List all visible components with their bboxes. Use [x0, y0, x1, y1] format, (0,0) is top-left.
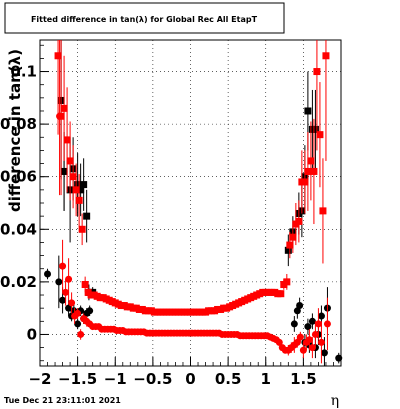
data-point-circle	[304, 323, 312, 331]
data-point-circle	[305, 336, 313, 344]
data-point-square	[311, 125, 319, 133]
data-point-square	[60, 104, 68, 112]
x-tick-label: −1	[104, 370, 127, 388]
data-series	[44, 40, 343, 366]
data-point-square	[322, 52, 330, 60]
x-axis-label: η	[331, 393, 339, 409]
x-tick-label: 1.5	[290, 370, 317, 388]
data-point-square	[289, 233, 297, 241]
data-point-square	[78, 225, 86, 233]
data-point-square	[304, 107, 312, 115]
data-point-square	[66, 157, 74, 165]
data-point-square	[81, 281, 89, 288]
data-point-square	[75, 196, 83, 204]
data-point-circle	[65, 275, 73, 283]
series-1	[57, 40, 319, 301]
title-box	[4, 2, 285, 34]
data-point-square	[304, 167, 312, 175]
x-tick-label: −2	[28, 370, 51, 388]
data-point-square	[69, 173, 77, 181]
chart-title: Fitted difference in tan(λ) for Global R…	[31, 15, 258, 24]
data-point-square	[284, 246, 292, 254]
x-tick-label: −0.5	[133, 370, 172, 388]
data-point-square	[301, 178, 309, 186]
date-stamp: Tue Dec 21 23:11:01 2021	[4, 396, 121, 405]
data-point-circle	[308, 344, 316, 352]
data-point-square	[316, 131, 324, 139]
data-point-square	[283, 278, 291, 286]
data-point-square	[72, 186, 80, 194]
data-point-square	[83, 212, 91, 220]
data-point-circle	[74, 309, 82, 317]
data-point-circle	[299, 346, 307, 354]
data-point-circle	[55, 278, 63, 286]
data-point-circle	[308, 317, 316, 325]
data-point-circle	[62, 288, 70, 296]
data-point-circle	[44, 270, 52, 278]
data-point-square	[313, 68, 321, 76]
data-point-circle	[275, 338, 283, 346]
y-tick-label: 0.04	[0, 220, 37, 238]
data-point-circle	[335, 354, 343, 362]
data-point-circle	[74, 320, 82, 328]
data-point-square	[310, 167, 318, 175]
data-point-square	[319, 207, 327, 215]
data-point-square	[74, 181, 82, 189]
data-point-square	[286, 241, 294, 249]
data-point-circle	[77, 330, 85, 338]
data-point-circle	[320, 349, 328, 357]
y-axis-label: difference in tan(λ)	[6, 49, 24, 212]
x-tick-label: −1.5	[58, 370, 97, 388]
y-tick-label: 0.06	[0, 168, 37, 186]
data-point-square	[80, 181, 88, 189]
data-point-square	[295, 217, 303, 225]
x-axis: −2 −1.5 −1 −0.5 0 0.5 1 1.5	[28, 357, 342, 388]
data-point-circle	[296, 333, 304, 341]
y-tick-label: 0.02	[0, 273, 37, 291]
data-point-circle	[317, 312, 325, 320]
data-point-square	[307, 157, 315, 165]
data-point-circle	[317, 338, 325, 346]
x-tick-label: 0	[185, 370, 195, 388]
data-point-square	[60, 167, 68, 175]
series-3	[54, 40, 330, 316]
x-tick-label: 1	[261, 370, 271, 388]
data-point-circle	[65, 304, 73, 312]
data-point-square	[277, 290, 285, 298]
data-point-circle	[314, 320, 322, 328]
x-tick-label: 0.5	[215, 370, 242, 388]
y-tick-label: 0	[27, 325, 37, 343]
data-point-circle	[323, 320, 331, 328]
y-tick-label: 0.08	[0, 115, 37, 133]
data-point-circle	[59, 296, 67, 304]
data-point-circle	[59, 262, 67, 270]
data-point-circle	[68, 299, 76, 307]
data-point-square	[57, 112, 65, 120]
data-point-square	[54, 52, 62, 60]
data-point-square	[77, 186, 85, 194]
data-point-circle	[86, 307, 94, 315]
y-axis: 0 0.02 0.04 0.06 0.08 0.1	[0, 44, 49, 362]
data-point-circle	[290, 320, 298, 328]
series-2	[56, 40, 331, 364]
series-0	[44, 40, 343, 366]
data-point-circle	[311, 330, 319, 338]
data-point-circle	[293, 307, 301, 315]
data-point-circle	[293, 338, 301, 346]
data-point-square	[63, 136, 71, 144]
data-point-circle	[296, 302, 304, 310]
y-tick-label: 0.1	[10, 63, 37, 81]
